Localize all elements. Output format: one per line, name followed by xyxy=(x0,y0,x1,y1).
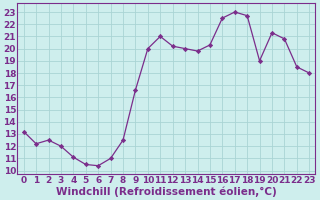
X-axis label: Windchill (Refroidissement éolien,°C): Windchill (Refroidissement éolien,°C) xyxy=(56,186,277,197)
